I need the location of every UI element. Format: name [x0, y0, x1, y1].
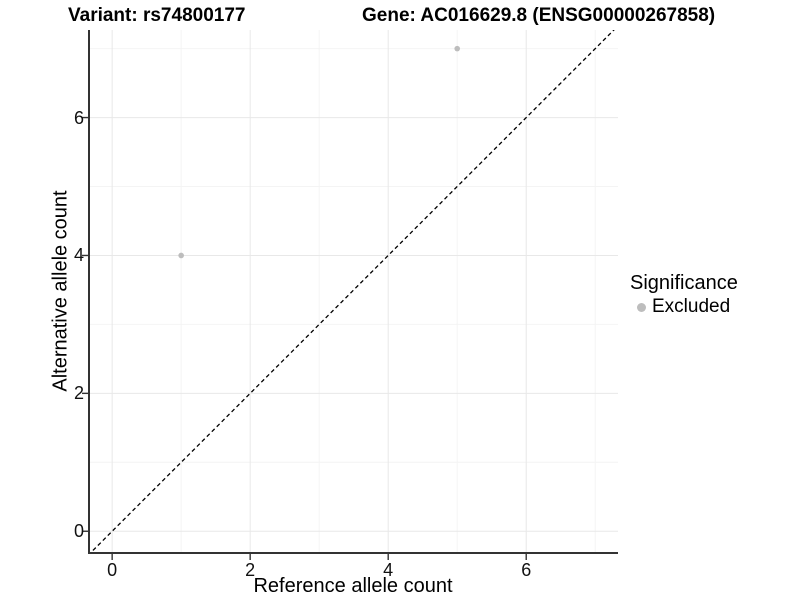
- plot-title-variant: Variant: rs74800177: [68, 5, 246, 26]
- legend-entry-excluded: Excluded: [630, 296, 738, 318]
- x-tick-label: 6: [521, 560, 532, 580]
- identity-line: [88, 30, 615, 554]
- x-tick-label: 2: [245, 560, 256, 580]
- y-tick-label: 0: [73, 521, 84, 542]
- x-tick-label: 0: [107, 560, 118, 580]
- y-tick-label: 4: [73, 245, 84, 266]
- plot-panel: [82, 30, 618, 560]
- legend: Significance Excluded: [630, 271, 738, 318]
- y-axis-title: Alternative allele count: [49, 190, 72, 392]
- scatter-plot-canvas: [82, 30, 618, 560]
- data-point: [178, 252, 184, 259]
- legend-point-icon: [637, 302, 646, 312]
- x-tick-label: 4: [383, 560, 394, 580]
- x-axis-title: Reference allele count: [253, 575, 453, 597]
- legend-entry-label: Excluded: [652, 296, 731, 317]
- y-tick-label: 2: [73, 383, 84, 404]
- plot-title-gene: Gene: AC016629.8 (ENSG00000267858): [362, 5, 716, 26]
- y-tick-label: 6: [73, 107, 84, 128]
- data-point: [454, 45, 461, 52]
- legend-title: Significance: [630, 272, 738, 294]
